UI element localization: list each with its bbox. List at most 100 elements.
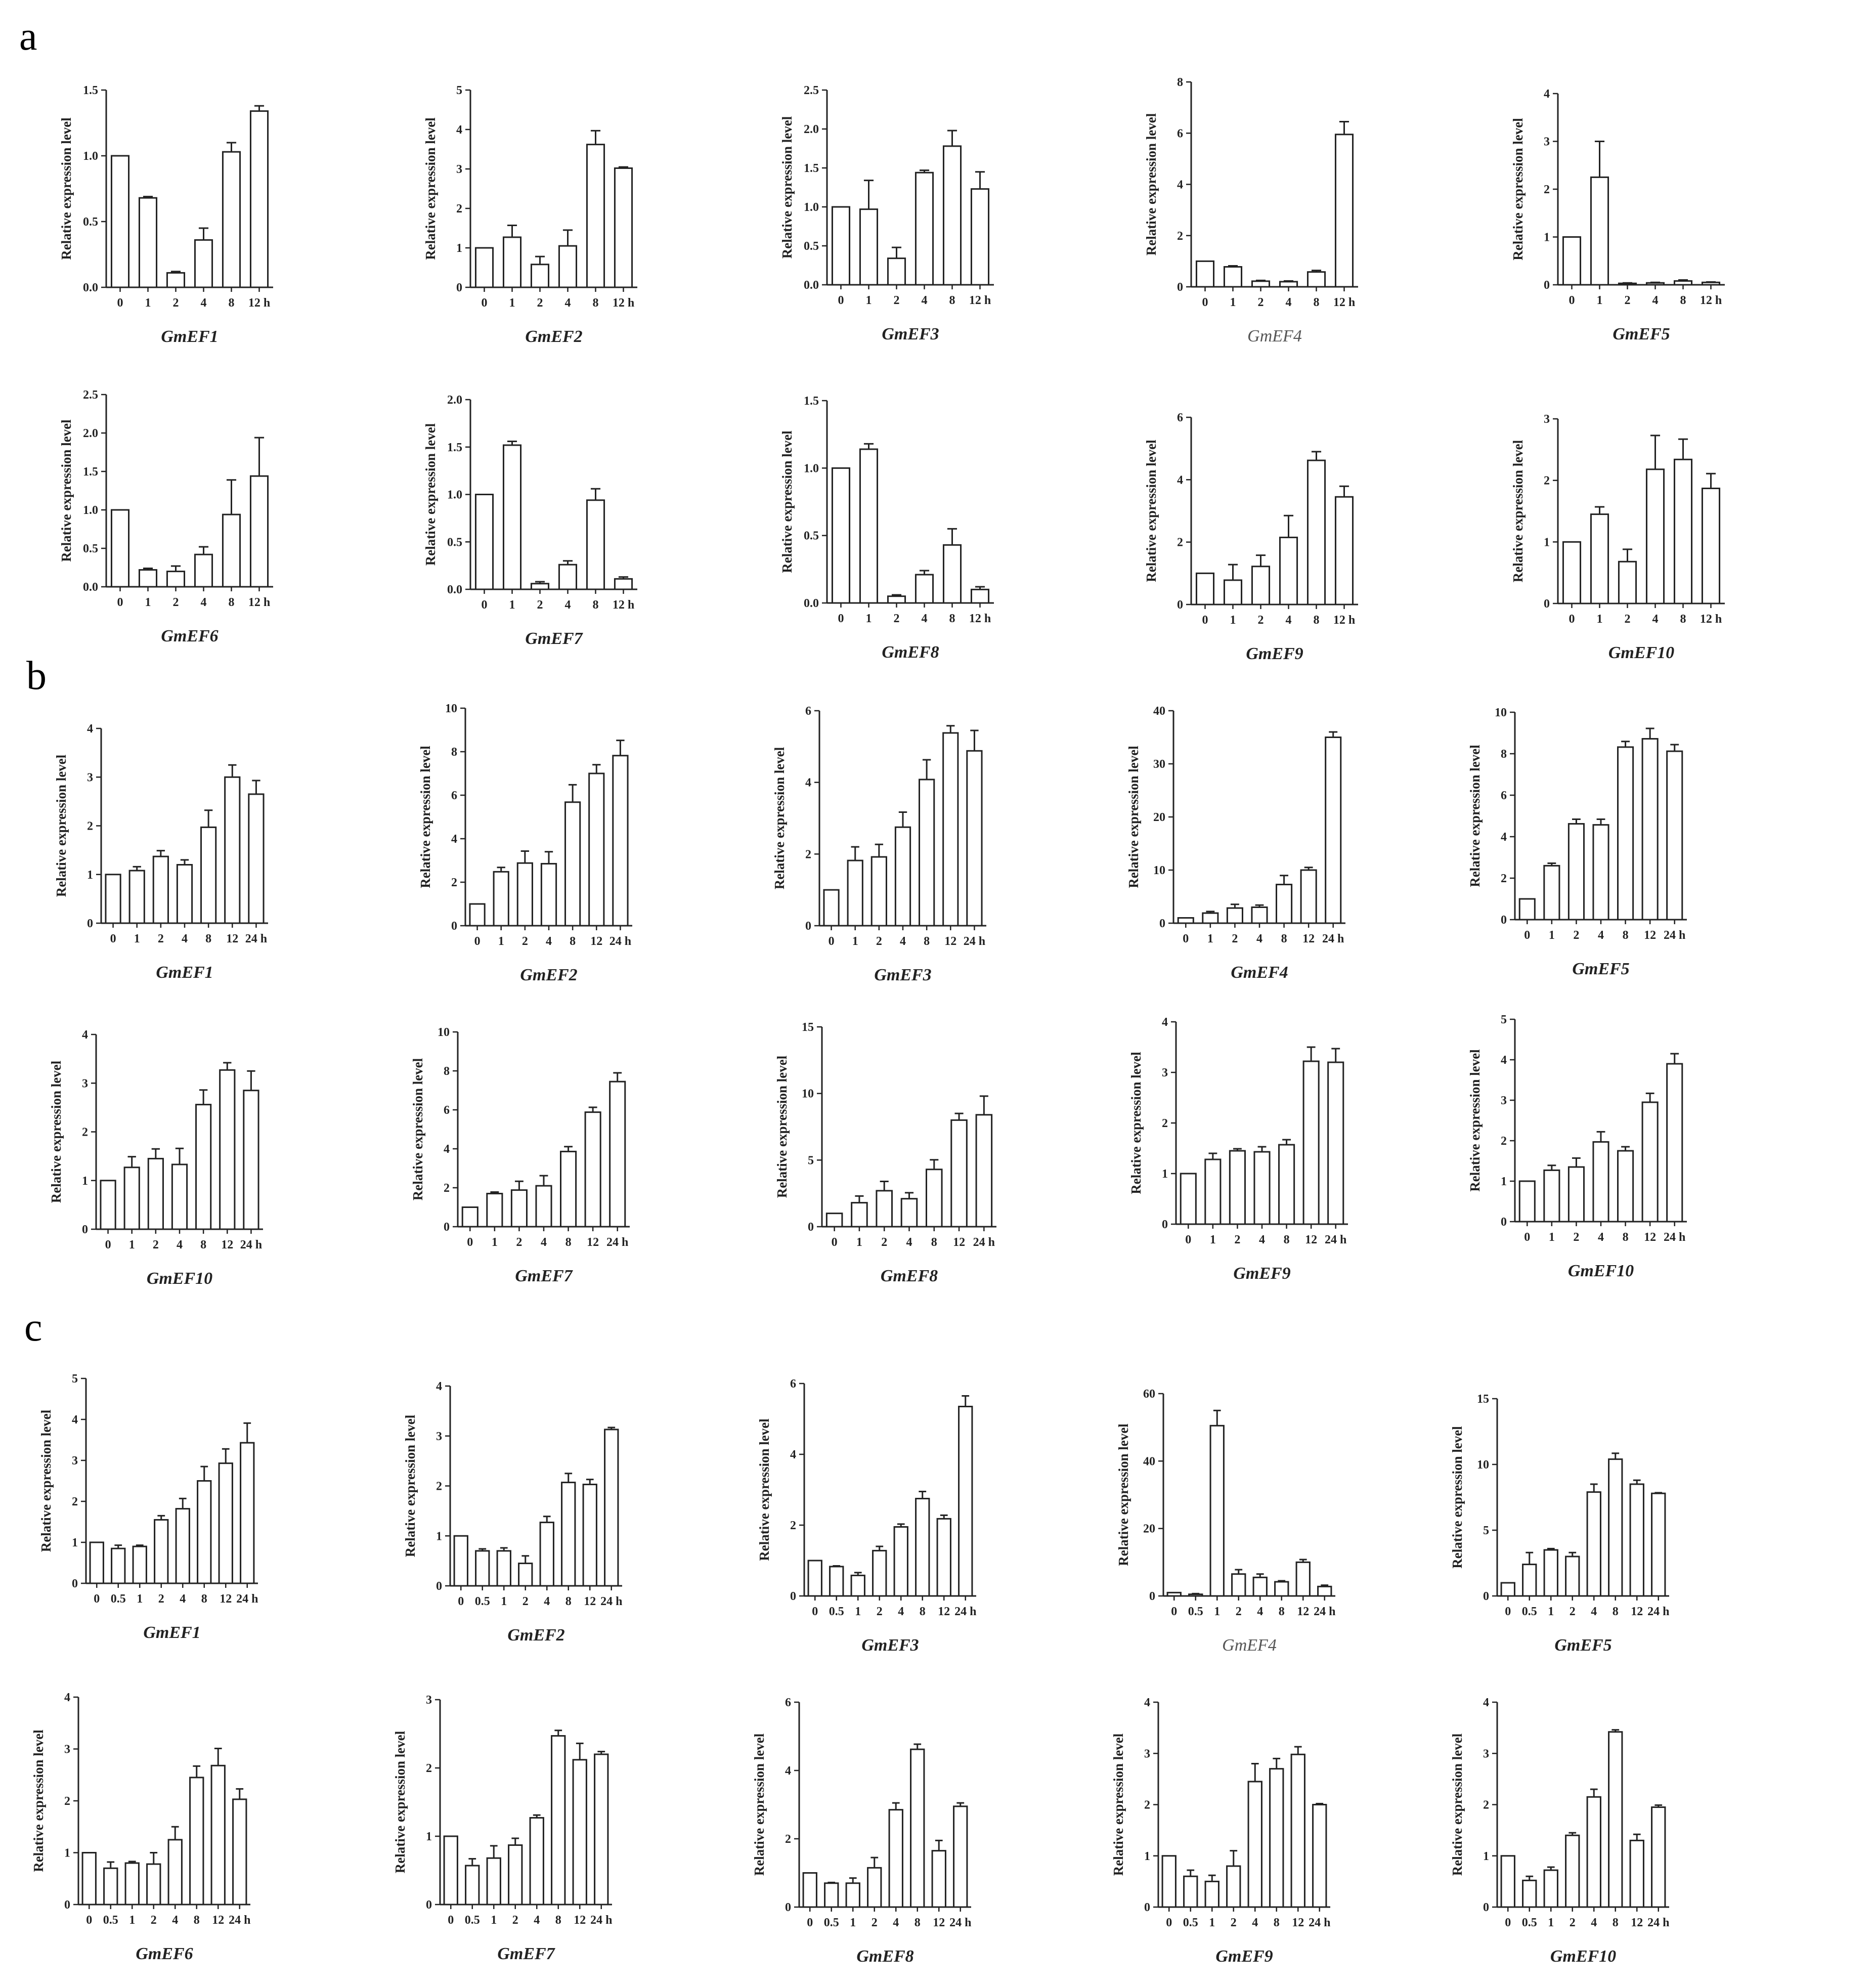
bar bbox=[1274, 1581, 1289, 1597]
y-tick-label: 3 bbox=[1544, 413, 1550, 426]
y-tick-label: 0 bbox=[72, 1577, 78, 1590]
x-tick-label: 8 bbox=[565, 1236, 572, 1249]
bar bbox=[1590, 176, 1609, 286]
y-tick-label: 30 bbox=[1153, 758, 1165, 771]
y-tick-label: 0 bbox=[1149, 1590, 1155, 1603]
bar bbox=[1306, 271, 1326, 288]
x-tick-label: 8 bbox=[555, 1914, 561, 1927]
bar bbox=[609, 1081, 626, 1228]
x-tick-label: 0 bbox=[838, 294, 844, 307]
y-tick-label: 0.5 bbox=[83, 542, 98, 555]
y-tick-label: 6 bbox=[805, 705, 811, 718]
bar bbox=[166, 571, 186, 588]
y-tick-label: 2 bbox=[451, 876, 457, 889]
y-tick-label: 0 bbox=[1544, 279, 1550, 292]
y-tick-label: 0 bbox=[1159, 917, 1165, 930]
bar bbox=[1247, 1781, 1262, 1908]
x-tick-label: 2 bbox=[522, 1595, 529, 1608]
x-tick-label: 8 bbox=[194, 1914, 200, 1927]
x-tick-label: 12 h bbox=[1333, 614, 1355, 627]
bar bbox=[887, 257, 906, 286]
x-tick-label: 1 bbox=[129, 1238, 135, 1251]
bar bbox=[1279, 536, 1298, 606]
x-tick-label: 0.5 bbox=[824, 1916, 839, 1929]
bar bbox=[465, 1865, 480, 1906]
bar bbox=[900, 1198, 918, 1228]
x-tick-label: 1 bbox=[1210, 1233, 1216, 1246]
bar bbox=[1166, 1591, 1182, 1597]
chart-title: GmEF2 bbox=[520, 966, 577, 984]
x-tick-label: 2 bbox=[522, 935, 528, 948]
bar bbox=[194, 239, 213, 288]
x-tick-label: 2 bbox=[877, 1605, 883, 1618]
x-tick-label: 1 bbox=[134, 932, 140, 945]
y-tick-label: 5 bbox=[456, 84, 462, 97]
y-tick-label: 15 bbox=[1477, 1393, 1489, 1406]
bar bbox=[540, 862, 557, 927]
bar bbox=[1586, 1796, 1601, 1908]
y-tick-label: 20 bbox=[1153, 811, 1165, 824]
y-tick-label: 2 bbox=[426, 1762, 432, 1775]
x-tick-label: 4 bbox=[1286, 614, 1292, 627]
bar bbox=[443, 1835, 458, 1906]
bar bbox=[870, 856, 887, 927]
chart-a-gmef1: 0.0 0.5 1.0 1.5 0 1 2 4 8 12 h Relative expression… bbox=[59, 84, 273, 346]
y-tick-label: 1 bbox=[456, 242, 462, 255]
x-tick-label: 0.5 bbox=[1183, 1916, 1198, 1929]
x-tick-label: 0 bbox=[482, 296, 488, 310]
y-axis-title: Relative expression level bbox=[1450, 1733, 1465, 1876]
bar bbox=[110, 155, 130, 288]
x-tick-label: 12 bbox=[1297, 1605, 1309, 1618]
bar bbox=[847, 859, 863, 927]
y-tick-label: 4 bbox=[451, 833, 457, 846]
x-tick-label: 4 bbox=[1286, 296, 1292, 309]
x-tick-label: 4 bbox=[906, 1236, 912, 1249]
y-tick-label: 1.0 bbox=[83, 504, 98, 517]
x-tick-label: 0 bbox=[482, 598, 488, 612]
bar bbox=[612, 755, 629, 927]
x-tick-label: 0 bbox=[829, 935, 835, 948]
bar bbox=[1202, 912, 1219, 924]
bar bbox=[224, 776, 241, 924]
y-tick-label: 3 bbox=[82, 1077, 88, 1090]
y-axis-title: Relative expression level bbox=[1450, 1426, 1465, 1569]
y-tick-label: 1 bbox=[82, 1175, 88, 1188]
bar bbox=[105, 874, 121, 924]
bar bbox=[175, 1508, 190, 1584]
bar bbox=[502, 444, 522, 590]
bar bbox=[1567, 823, 1585, 921]
y-tick-label: 6 bbox=[451, 789, 457, 802]
y-tick-label: 6 bbox=[785, 1696, 791, 1709]
bar bbox=[240, 1442, 255, 1584]
x-tick-label: 12 h bbox=[1700, 294, 1722, 307]
y-tick-label: 0.0 bbox=[83, 581, 98, 594]
bar bbox=[876, 1190, 893, 1228]
x-tick-label: 8 bbox=[949, 612, 955, 625]
bar bbox=[914, 574, 934, 604]
x-tick-label: 4 bbox=[1259, 1233, 1265, 1246]
y-tick-label: 0 bbox=[808, 1221, 814, 1234]
x-tick-label: 24 h bbox=[949, 1916, 971, 1929]
bar bbox=[530, 264, 550, 288]
y-tick-label: 6 bbox=[1501, 789, 1507, 802]
y-tick-label: 2 bbox=[1544, 183, 1550, 196]
chart-title: GmEF3 bbox=[861, 1636, 919, 1655]
y-tick-label: 8 bbox=[1501, 748, 1507, 761]
y-tick-label: 2.0 bbox=[804, 123, 819, 136]
bar bbox=[89, 1541, 104, 1584]
bar bbox=[588, 772, 605, 927]
bar bbox=[1565, 1555, 1580, 1597]
x-tick-label: 0 bbox=[458, 1595, 464, 1608]
bar bbox=[1629, 1839, 1644, 1908]
bar bbox=[110, 509, 130, 588]
bar bbox=[1295, 1561, 1311, 1597]
x-tick-label: 1 bbox=[1209, 1916, 1215, 1929]
chart-title: GmEF8 bbox=[881, 1267, 938, 1285]
x-tick-label: 2 bbox=[881, 1236, 887, 1249]
